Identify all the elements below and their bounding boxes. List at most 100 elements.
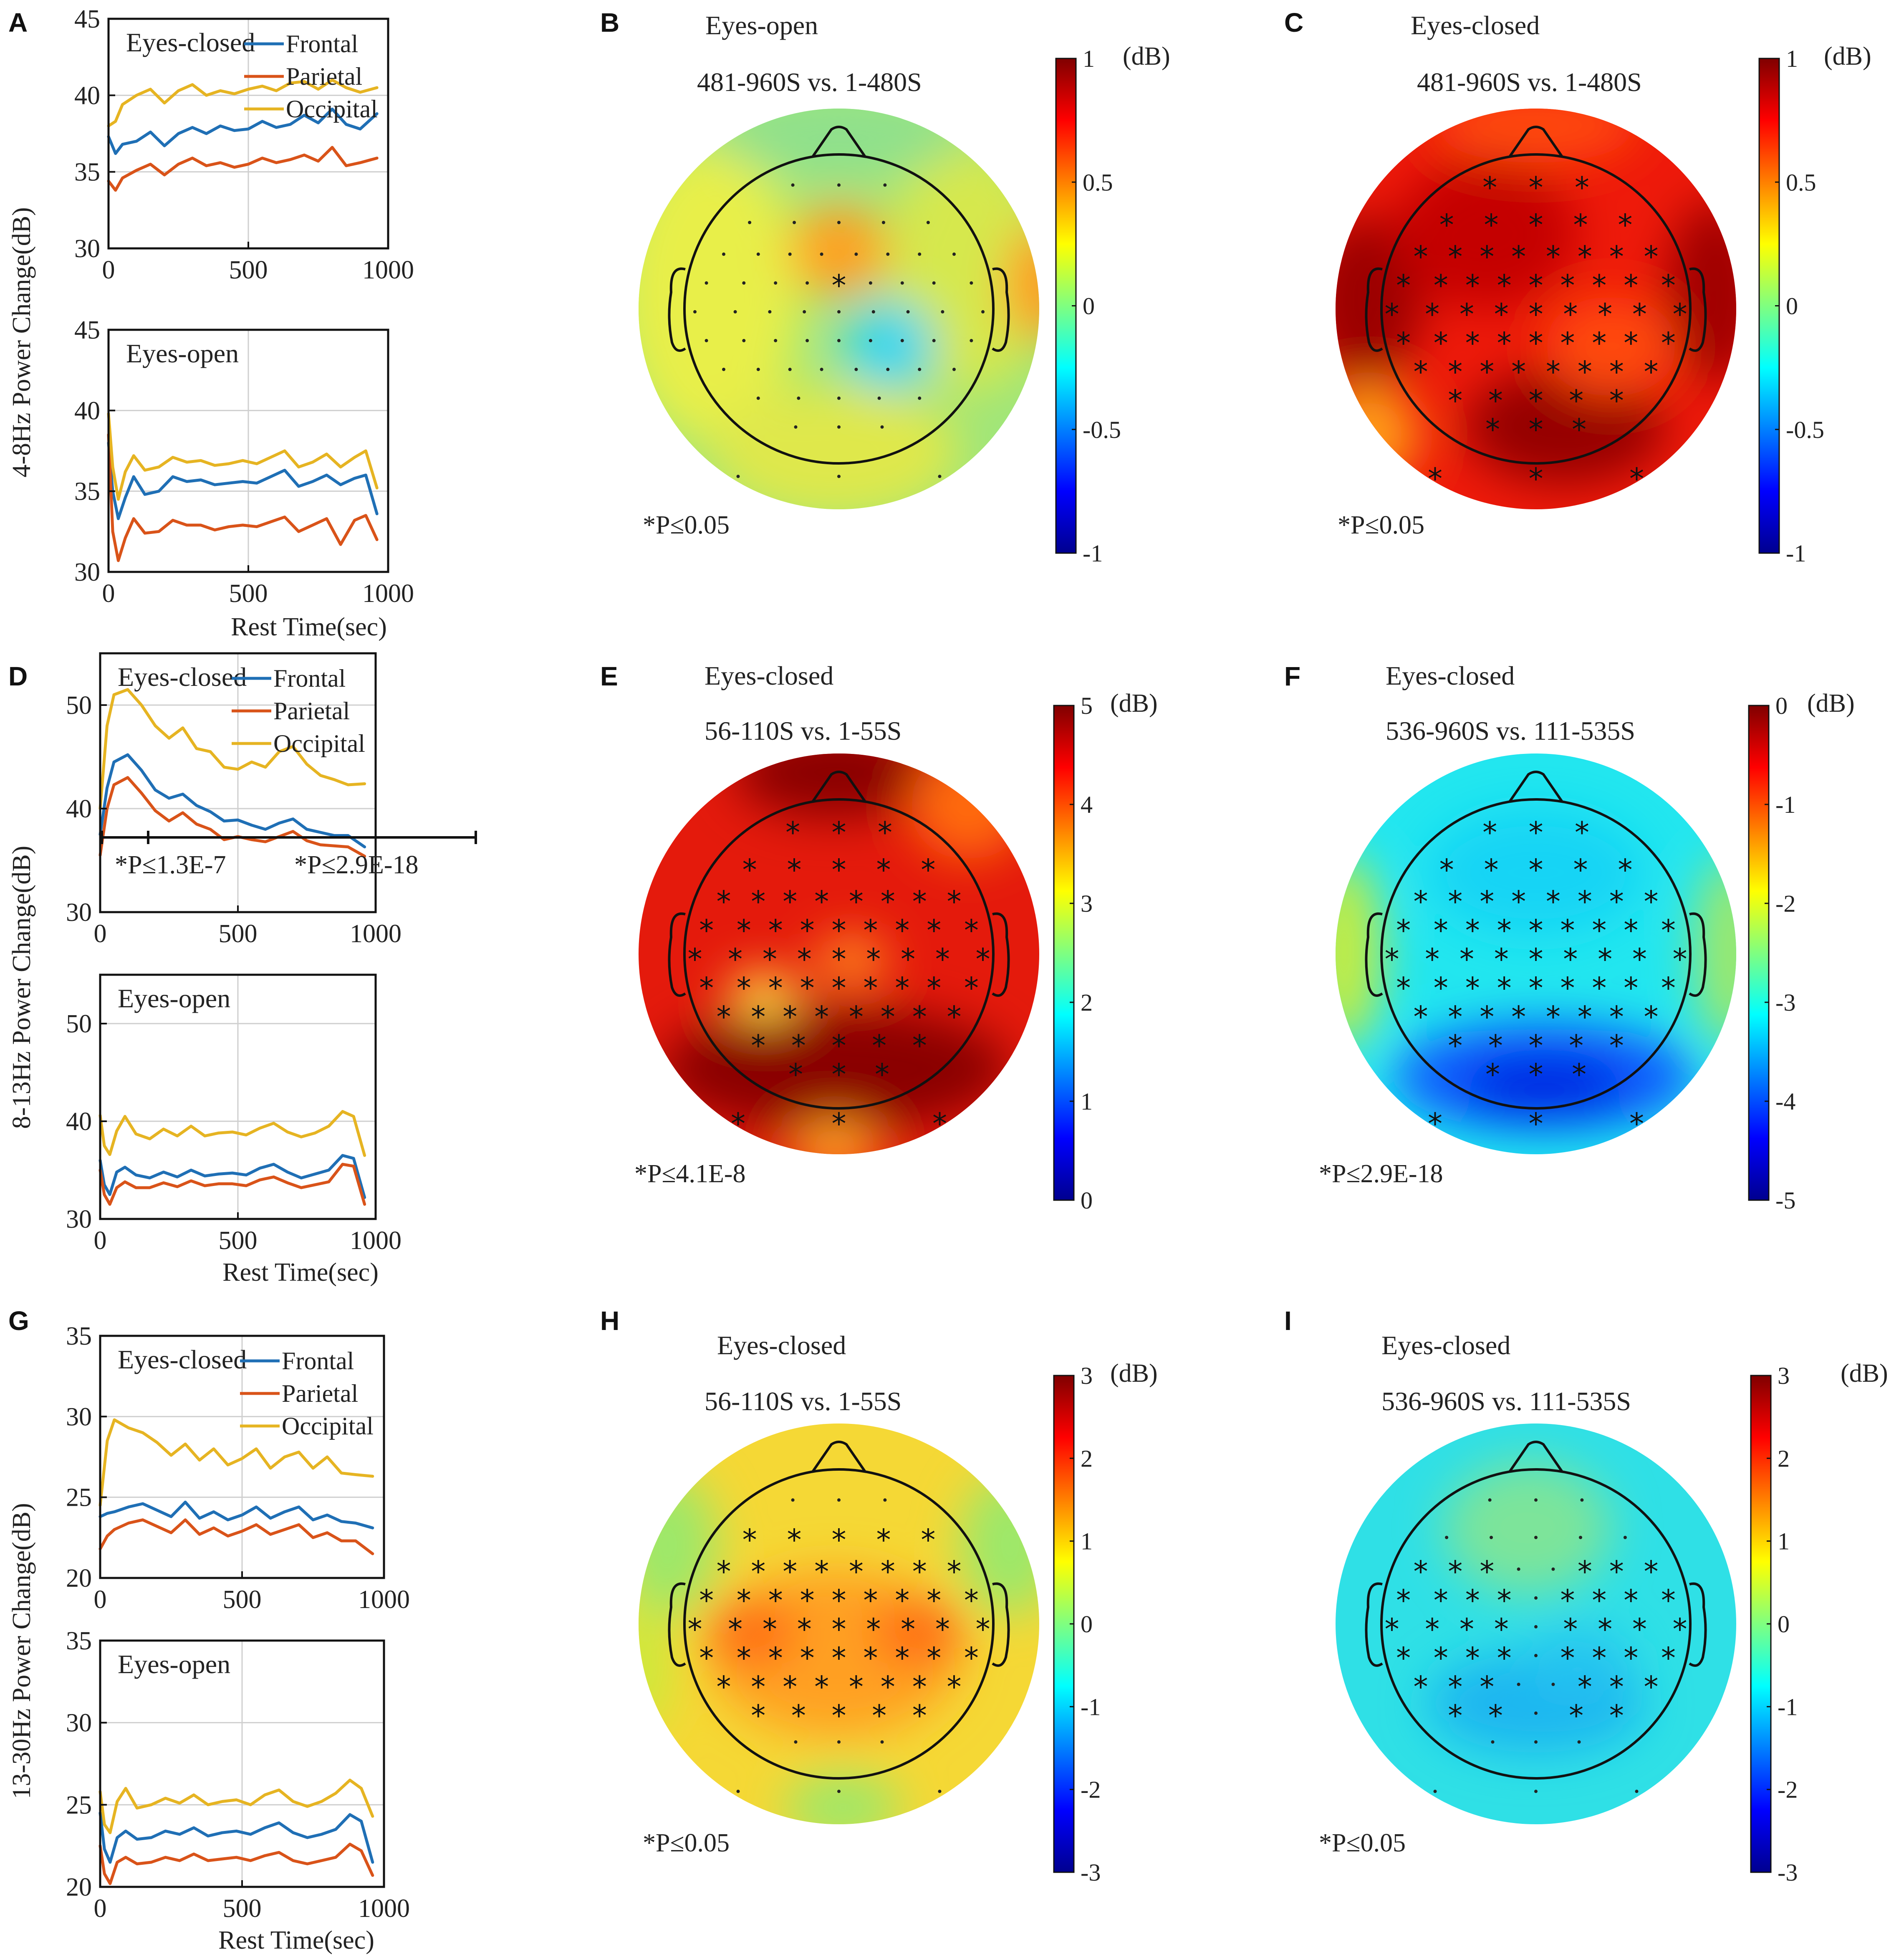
electrode-significant: * [797,1612,812,1646]
electrode-significant: * [964,1583,979,1618]
electrode-significant: * [849,885,864,919]
electrode [756,252,760,256]
colorbar-tick-label: 2 [1081,989,1093,1016]
electrode-significant: * [1465,971,1480,1005]
electrode-significant: * [1480,355,1494,389]
colorbar-tick-label: 0 [1786,293,1798,320]
electrode [877,396,881,400]
electrode-significant: * [1592,1583,1606,1618]
y-tick-label: 25 [66,1484,92,1512]
electrode-significant: * [1439,853,1454,887]
electrode [880,425,884,429]
electrode-significant: * [1488,1029,1503,1063]
electrode-significant: * [787,853,802,887]
electrode-significant: * [1414,1670,1428,1704]
electrode-significant: * [751,1000,765,1034]
electrode [756,396,760,400]
electrode-significant: * [976,1612,990,1646]
electrode [722,252,725,256]
p-value-label: *P≤0.05 [1319,1829,1406,1857]
electrode-significant: * [1609,384,1624,418]
electrode [837,475,841,478]
colorbar-tick-label: -4 [1775,1088,1795,1115]
electrode [774,281,778,285]
electrode-significant: * [1460,942,1474,976]
electrode-significant: * [1575,815,1589,850]
electrode [883,1498,887,1502]
y-tick-label: 30 [66,1205,92,1234]
electrode-significant: * [783,1555,797,1589]
colorbar-tick-label: -3 [1081,1859,1101,1886]
electrode-significant: * [751,885,765,919]
electrode [1491,1740,1495,1744]
left-ear-outline [1365,267,1383,352]
electrode-significant: * [1448,1670,1462,1704]
electrode-significant: * [947,885,962,919]
colorbar-tick-label: 2 [1778,1445,1790,1472]
electrode [886,252,890,256]
electrode-significant: * [1511,1000,1526,1034]
electrode-significant: * [875,1057,889,1092]
electrode [748,221,752,224]
series-line-occipital [98,1418,374,1507]
electrode [854,367,858,371]
electrode-significant: * [1396,913,1411,948]
electrode-significant: * [688,942,702,976]
electrode-significant: * [849,1000,864,1034]
electrode-significant: * [1673,297,1687,331]
electrode [886,367,890,371]
left-ear-outline [668,912,686,997]
electrode-significant: * [1673,1612,1687,1646]
electrode [854,252,858,256]
topo-overlay-i: * * * * * ** * * * * * * ** * * * * * * ** * * * * * * ** * * * * ** * * *… [1319,1359,1888,1886]
electrode-significant: * [1480,885,1494,919]
x-tick-label: 500 [223,1585,262,1614]
electrode-significant: * [1609,355,1624,389]
electrode-significant: * [1497,268,1512,303]
electrode-significant: * [742,1523,757,1557]
panel-letter-f: F [1284,661,1300,691]
electrode-significant: * [1396,971,1411,1005]
subplot-title: Eyes-closed [126,28,255,57]
topo-overlay-b: * 1 0.5 0 -0.5 -1 (dB) *P≤0.05 [643,42,1170,567]
electrode [932,339,936,342]
electrode-significant: * [699,971,714,1005]
electrode-significant: * [872,1029,886,1063]
electrode-significant: * [866,942,881,976]
electrode-significant: * [797,942,812,976]
electrode-significant: * [1560,971,1575,1005]
colorbar-tick-label: 0.5 [1786,169,1816,196]
electrode-significant: * [1592,326,1606,360]
electrode-significant: * [1560,1641,1575,1675]
colorbar-tick-label: 1 [1083,45,1095,72]
topo-subtitle: 481-960S vs. 1-480S [697,67,922,97]
panel-letter-d: D [8,661,28,691]
electrode-significant: * [1497,1641,1512,1675]
electrode [918,367,922,371]
electrode [880,1740,884,1744]
electrode [1577,1740,1581,1744]
electrode [1580,1498,1584,1502]
electrode-significant: * [1529,208,1543,242]
electrode-significant: * [1529,942,1543,976]
electrode-significant: * [1511,355,1526,389]
subplot-title: Eyes-open [118,1649,230,1679]
electrode-significant: * [912,885,927,919]
electrode [1534,1790,1538,1793]
electrode-significant: * [1624,1641,1638,1675]
topo-overlay-e: * * ** * * * ** * * * * * * ** * * * * * * * ** * * * * * * * ** * * * * *… [634,689,1158,1214]
electrode-significant: * [876,853,891,887]
electrode-significant: * [788,1057,803,1092]
electrode-significant: * [1624,971,1638,1005]
electrode [970,281,973,285]
electrode-significant: * [1609,240,1624,274]
electrode-significant: * [912,1699,927,1733]
head-outline [1380,153,1692,465]
colorbar-tick-label: 0 [1081,1611,1093,1638]
legend-label-parietal: Parietal [282,1380,358,1407]
electrode-significant: * [927,971,941,1005]
panel-a: 4-8Hz Power Change(dB) Rest Time(sec) 30… [8,5,414,641]
electrode-significant: * [1644,885,1659,919]
right-ear-outline [1689,267,1707,352]
y-axis-label: 8-13Hz Power Change(dB) [8,846,36,1129]
